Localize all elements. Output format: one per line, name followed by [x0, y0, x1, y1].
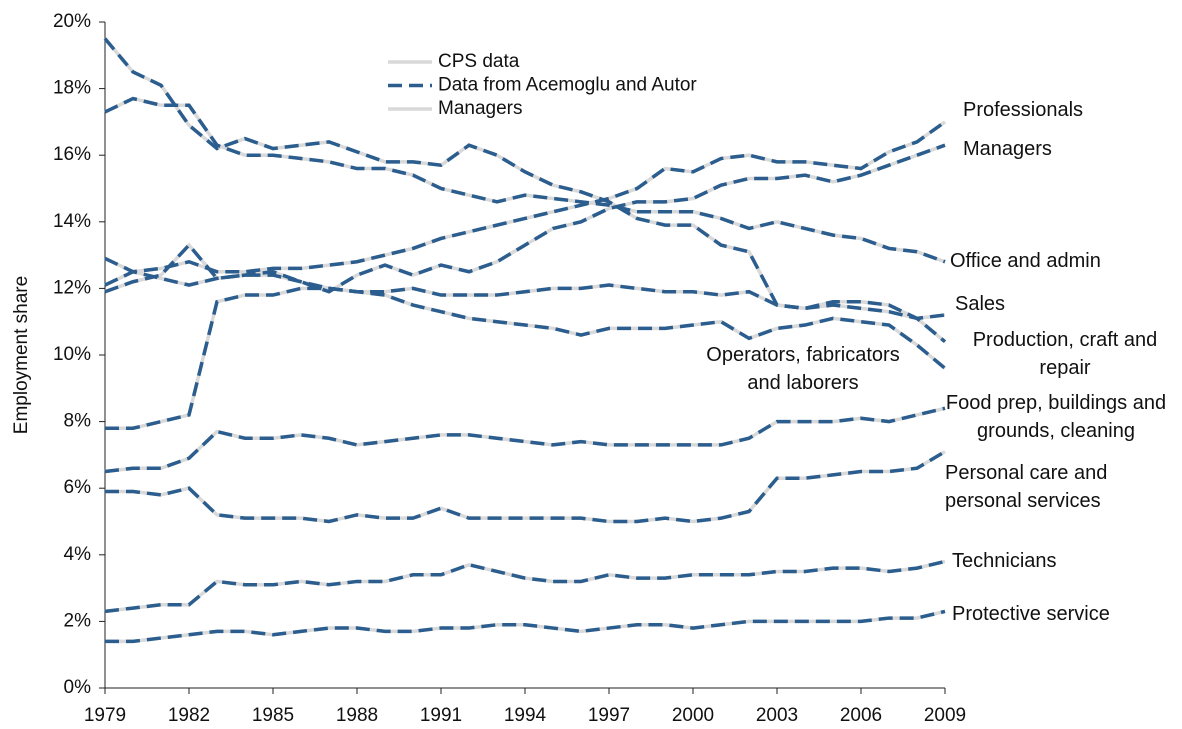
x-tick-label: 1982 [168, 705, 210, 726]
y-tick-label: 16% [53, 144, 91, 165]
series-label: Production, craft and repair [972, 329, 1158, 379]
series-label: Managers [963, 138, 1052, 160]
x-tick-label: 2000 [672, 705, 714, 726]
x-tick-label: 2006 [840, 705, 882, 726]
y-tick-label: 2% [64, 610, 92, 631]
series-label: Sales [955, 293, 1006, 315]
x-tick-label: 1997 [588, 705, 630, 726]
y-tick-label: 4% [64, 544, 92, 565]
series-line [104, 559, 946, 614]
series-line-dashed [104, 559, 946, 614]
x-tick-label: 1991 [420, 705, 462, 726]
series-line-dashed [105, 450, 946, 524]
x-tick-label: 2003 [756, 705, 798, 726]
y-tick-label: 10% [53, 344, 91, 365]
series-line-dashed [104, 143, 946, 294]
series-line [105, 450, 946, 524]
series-line-dashed [103, 37, 947, 344]
legend-label: CPS data [438, 51, 520, 72]
series-label: Protective service [952, 603, 1110, 625]
series-line-dashed [104, 96, 946, 264]
series-line [104, 120, 947, 287]
x-tick-label: 1985 [252, 705, 294, 726]
x-tick-label: 1994 [504, 705, 547, 726]
x-tick-label: 1979 [84, 705, 126, 726]
y-tick-label: 6% [64, 477, 92, 498]
series-line-dashed [105, 609, 946, 644]
y-tick-label: 18% [53, 78, 91, 99]
y-tick-label: 0% [64, 677, 92, 698]
series-label: Office and admin [950, 250, 1101, 272]
series-label: Personal care and personal services [945, 462, 1108, 512]
y-tick-label: 20% [53, 11, 91, 32]
series-line-dashed [104, 406, 946, 474]
legend-label: Managers [438, 98, 523, 119]
y-axis-label: Employment share [11, 276, 32, 434]
x-tick-label: 1988 [336, 705, 378, 726]
series-line-dashed [104, 256, 947, 370]
series-label: Technicians [952, 550, 1057, 572]
series-label: Food prep, buildings and grounds, cleani… [945, 392, 1167, 442]
series-label: Professionals [963, 99, 1084, 121]
y-tick-label: 8% [64, 411, 92, 432]
series-line-dashed [105, 283, 946, 431]
series-line [104, 406, 946, 474]
legend-label: Data from Acemoglu and Autor [438, 75, 697, 96]
series-line-dashed [104, 120, 947, 287]
x-tick-label: 2009 [924, 705, 966, 726]
series-label: Operators, fabricators and laborers [706, 344, 900, 394]
y-tick-label: 12% [53, 277, 91, 298]
y-tick-label: 14% [53, 211, 91, 232]
